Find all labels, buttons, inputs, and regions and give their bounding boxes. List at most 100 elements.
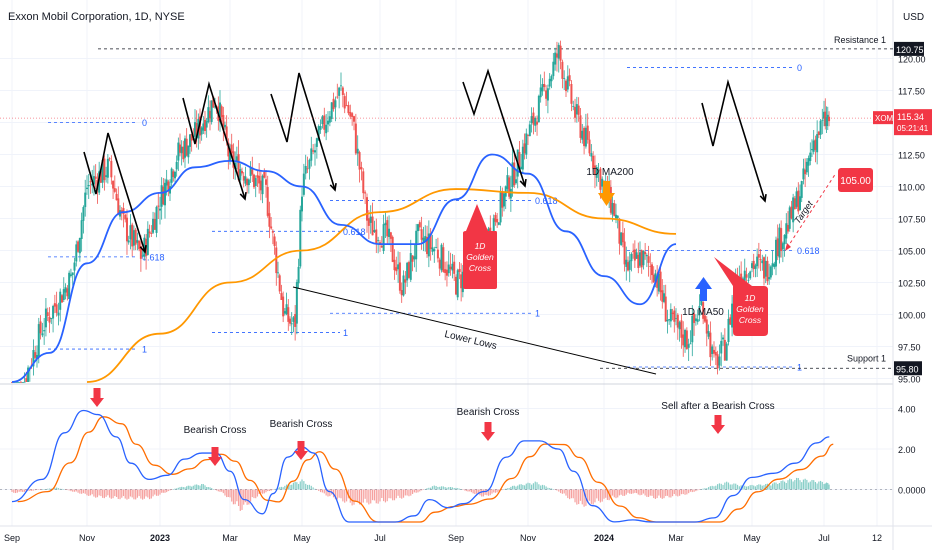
macd-histogram-bar	[224, 489, 226, 496]
macd-histogram-bar	[615, 489, 617, 499]
macd-histogram-bar	[823, 484, 825, 490]
candle-body	[458, 268, 461, 272]
zigzag-arrowhead	[239, 191, 247, 201]
macd-histogram-bar	[717, 484, 719, 490]
macd-histogram-bar	[590, 489, 592, 504]
candle-body	[52, 305, 55, 319]
macd-histogram-bar	[498, 489, 500, 492]
candle-body	[87, 185, 90, 187]
candle-body	[575, 104, 578, 115]
bearish-cross-label-2: Bearish Cross	[270, 419, 333, 430]
candle-body	[125, 217, 128, 242]
macd-histogram-bar	[338, 489, 340, 498]
sell-arrow	[711, 415, 725, 434]
macd-histogram-bar	[408, 489, 410, 497]
candle-body	[159, 208, 161, 211]
macd-histogram-bar	[202, 484, 204, 490]
candle-body	[426, 236, 429, 255]
macd-histogram-bar	[353, 489, 355, 505]
candle-body	[625, 259, 628, 267]
candle-body	[698, 305, 701, 316]
candle-body	[82, 207, 85, 221]
candle-body	[397, 264, 400, 270]
macd-histogram-bar	[646, 489, 648, 497]
candle-body	[148, 231, 151, 234]
macd-histogram-bar	[303, 481, 305, 490]
macd-histogram-bar	[327, 489, 329, 497]
candle-body	[246, 178, 249, 186]
macd-histogram-bar	[357, 489, 359, 502]
time-axis[interactable]: Sep Nov 2023 Mar May Jul Sep Nov 2024 Mar May Jul 12	[4, 533, 882, 543]
candle-body	[308, 159, 311, 169]
currency-label[interactable]: USD	[903, 12, 924, 23]
candle-body	[57, 312, 60, 316]
macd-histogram-bar	[610, 489, 612, 499]
macd-histogram-bar	[718, 483, 721, 490]
macd-histogram-bar	[448, 487, 450, 490]
macd-histogram-bar	[243, 489, 245, 505]
macd-histogram-bar	[482, 489, 485, 497]
macd-histogram-bar	[39, 489, 42, 490]
candle-body	[110, 160, 113, 178]
candle-body	[338, 87, 341, 96]
macd-histogram-bar	[430, 487, 432, 490]
candle-body	[345, 105, 348, 107]
macd-histogram-bar	[63, 489, 65, 490]
candle-body	[150, 233, 153, 234]
macd-histogram-bar	[105, 489, 107, 497]
macd-histogram-bar	[588, 489, 591, 501]
macd-histogram-bar	[310, 485, 312, 490]
candle-body	[227, 142, 230, 157]
candle-body	[588, 139, 591, 154]
candle-body	[295, 282, 298, 324]
oscillator-axis[interactable]: 4.00 2.00 0.0000	[898, 405, 926, 496]
macd-histogram-bar	[265, 489, 267, 493]
candle-body	[537, 95, 540, 123]
candle-body	[749, 271, 752, 279]
candle-body	[386, 220, 389, 237]
candle-body	[509, 188, 512, 199]
candle-body	[23, 381, 26, 383]
macd-histogram-bar	[47, 488, 49, 490]
macd-histogram-bar	[255, 489, 257, 499]
candle-body	[599, 168, 602, 190]
macd-histogram-bar	[249, 489, 252, 502]
candle-body	[615, 214, 617, 219]
candle-body	[694, 318, 697, 321]
ma50-line	[11, 153, 677, 383]
macd-histogram-bar	[401, 489, 403, 499]
candle-body	[162, 186, 165, 205]
candle-body	[92, 176, 95, 185]
candle-body	[597, 170, 600, 172]
macd-histogram-bar	[70, 489, 72, 492]
macd-histogram-bar	[508, 488, 510, 490]
macd-histogram-bar	[642, 489, 645, 494]
macd-histogram-bar	[375, 489, 377, 504]
macd-histogram-bar	[294, 481, 296, 490]
macd-histogram-bar	[515, 486, 517, 490]
candle-body	[271, 231, 274, 233]
candle-body	[411, 255, 414, 262]
macd-histogram-bar	[753, 485, 755, 490]
macd-histogram-bar	[23, 489, 26, 492]
macd-histogram-bar	[61, 488, 63, 490]
candle-body	[669, 309, 672, 322]
macd-histogram-bar	[505, 488, 507, 490]
candle-body	[39, 321, 42, 334]
candle-body	[764, 260, 767, 277]
macd-histogram-bar	[82, 489, 85, 494]
macd-histogram-bar	[649, 489, 651, 496]
macd-histogram-bar	[783, 481, 786, 490]
macd-histogram-bar	[613, 489, 615, 498]
macd-histogram-bar	[807, 482, 810, 490]
macd-histogram-bar	[29, 489, 31, 491]
price-axis[interactable]: 120.00117.50115.00112.50110.00107.50105.…	[0, 41, 932, 385]
macd-histogram-bar	[207, 487, 209, 490]
macd-histogram-bar	[169, 489, 171, 491]
candle-body	[793, 198, 796, 210]
macd-histogram-bar	[814, 481, 817, 490]
candle-body	[225, 126, 228, 141]
candle-body	[330, 102, 333, 120]
macd-histogram-bar	[411, 489, 414, 494]
